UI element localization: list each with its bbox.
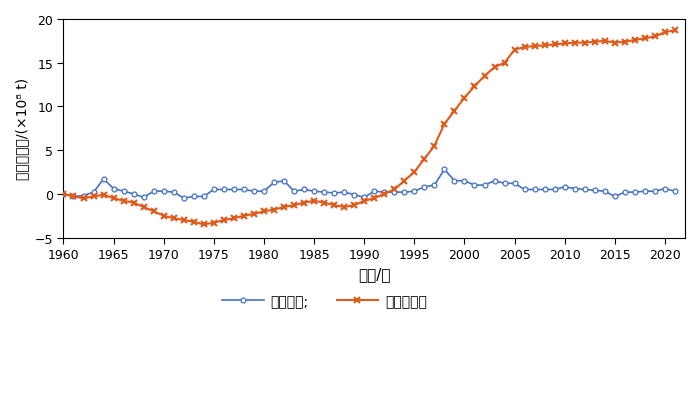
X-axis label: 时间/年: 时间/年 (358, 267, 391, 282)
累计冲淤量 (370, 196, 379, 201)
年冲淤量; (440, 168, 449, 173)
Line: 年冲淤量;: 年冲淤量; (61, 168, 678, 201)
累计冲淤量 (440, 122, 449, 127)
累计冲淤量 (199, 222, 208, 227)
年冲淤量; (60, 192, 68, 197)
年冲淤量; (671, 189, 679, 194)
累计冲淤量 (109, 196, 118, 201)
年冲淤量; (109, 187, 118, 192)
年冲淤量; (230, 188, 238, 192)
Y-axis label: 泥沙冲淤量/(×10⁸ t): 泥沙冲淤量/(×10⁸ t) (15, 78, 29, 180)
年冲淤量; (190, 194, 198, 199)
年冲淤量; (610, 194, 619, 199)
累计冲淤量 (671, 29, 679, 34)
累计冲淤量 (60, 192, 68, 197)
年冲淤量; (450, 179, 459, 184)
年冲淤量; (370, 189, 379, 194)
Legend: 年冲淤量;, 累计冲淤量: 年冲淤量;, 累计冲淤量 (216, 289, 433, 314)
累计冲淤量 (601, 39, 609, 44)
Line: 累计冲淤量: 累计冲淤量 (60, 28, 678, 228)
累计冲淤量 (230, 216, 238, 221)
累计冲淤量 (180, 218, 188, 223)
年冲淤量; (180, 196, 188, 201)
